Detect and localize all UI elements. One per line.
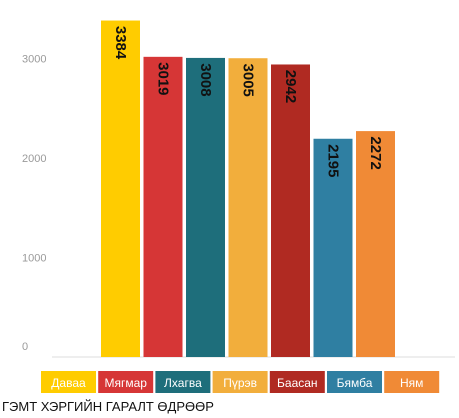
y-tick-label: 0: [22, 341, 28, 353]
bar-value-label: 2942: [282, 70, 299, 103]
legend-swatch: [327, 371, 382, 393]
bar-5: [271, 64, 310, 357]
legend-swatch: [155, 371, 211, 393]
bar-value-label: 2272: [367, 136, 384, 169]
bar-value-label: 3384: [112, 26, 129, 60]
legend-label: Ням: [400, 376, 423, 390]
y-tick-label: 2000: [22, 153, 46, 165]
bar-value-label: 3008: [197, 63, 214, 96]
legend-label: Мягмар: [104, 376, 147, 390]
bar-6: [313, 138, 353, 357]
bar-7: [356, 131, 395, 357]
bar-value-label: 3005: [240, 64, 257, 97]
bar-4: [228, 58, 268, 358]
legend-swatch: [98, 371, 154, 393]
legend-label: Лхагва: [164, 376, 202, 390]
y-tick-label: 1000: [22, 253, 46, 265]
legend: Даваа Мягмар Лхагва Пүрэв Баасан Бямба Ням: [41, 371, 440, 393]
legend-swatch: [212, 371, 268, 393]
y-tick-label: 3000: [22, 54, 46, 66]
chart-title: ГЭМТ ХЭРГИЙН ГАРАЛТ ӨДРӨӨР: [2, 399, 214, 414]
bar-2: [143, 56, 183, 358]
y-axis: 0 1000 2000 3000: [22, 54, 46, 353]
bar-value-label: 2195: [325, 144, 342, 177]
legend-label: Даваа: [51, 376, 86, 390]
legend-label: Бямба: [337, 376, 373, 390]
legend-label: Баасан: [277, 376, 318, 390]
legend-swatch: [41, 371, 96, 393]
legend-swatch: [384, 371, 440, 393]
legend-label: Пүрэв: [223, 376, 257, 390]
legend-swatch: [269, 371, 325, 393]
bars: 3384 3019 3008 3005 2942 2195 2272: [101, 20, 395, 358]
bar-1: [101, 20, 140, 357]
bar-3: [186, 57, 225, 358]
bar-value-label: 3019: [155, 62, 172, 95]
